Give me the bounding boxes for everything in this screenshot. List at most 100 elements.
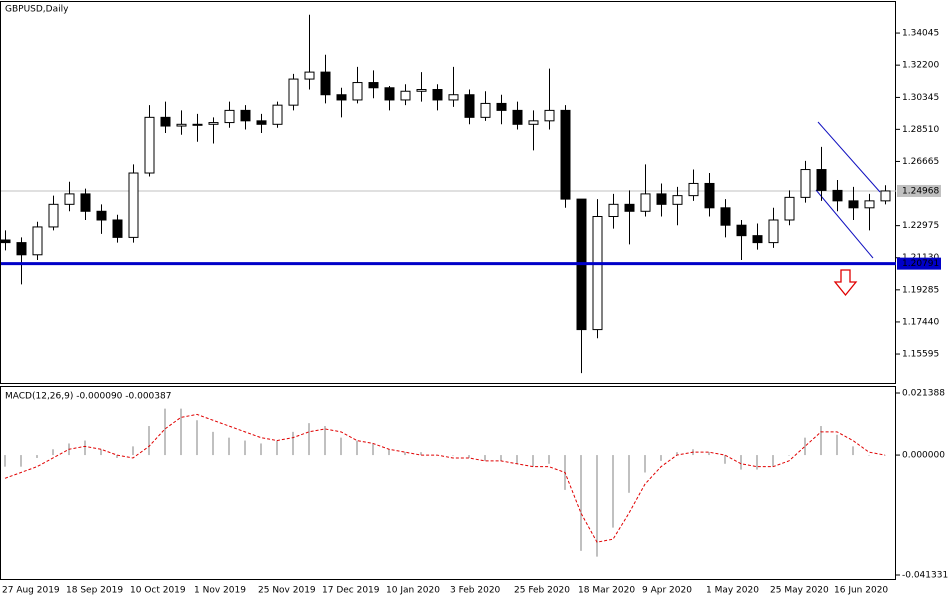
candle-body bbox=[352, 82, 363, 101]
candle-body bbox=[144, 116, 155, 174]
candle-body bbox=[864, 200, 875, 209]
candle-body bbox=[752, 235, 763, 244]
x-tick-label: 25 Feb 2020 bbox=[514, 586, 570, 596]
macd-bar bbox=[84, 440, 86, 456]
candle-body bbox=[240, 109, 251, 122]
candle-body bbox=[208, 122, 219, 125]
macd-bar bbox=[676, 452, 678, 456]
macd-bar bbox=[820, 426, 822, 456]
macd-bar bbox=[452, 455, 454, 456]
macd-bar bbox=[372, 443, 374, 456]
y-tick-label: 1.19285 bbox=[902, 285, 939, 295]
support-label: 1.20791 bbox=[902, 259, 939, 269]
channel-line bbox=[815, 189, 874, 259]
x-tick-label: 9 Apr 2020 bbox=[642, 586, 692, 596]
macd-bar bbox=[804, 437, 806, 456]
macd-bar bbox=[868, 455, 870, 456]
macd-bar bbox=[612, 455, 614, 528]
x-tick-label: 1 Nov 2019 bbox=[194, 586, 246, 596]
candle-body bbox=[368, 82, 379, 89]
candle-body bbox=[528, 120, 539, 125]
candle-body bbox=[112, 219, 123, 238]
candle-body bbox=[880, 190, 891, 202]
chart-title: GBPUSD,Daily bbox=[5, 5, 69, 15]
candle-body bbox=[784, 196, 795, 221]
macd-panel-frame bbox=[0, 386, 896, 580]
macd-bar bbox=[548, 455, 550, 464]
candle-body bbox=[0, 239, 11, 244]
macd-bar bbox=[324, 426, 326, 456]
macd-bar bbox=[356, 440, 358, 456]
candle-body bbox=[432, 89, 443, 101]
macd-bar bbox=[756, 455, 758, 470]
x-tick-label: 27 Aug 2019 bbox=[2, 586, 60, 596]
macd-bar bbox=[516, 455, 518, 464]
candle-body bbox=[496, 102, 507, 111]
macd-bar bbox=[276, 440, 278, 456]
y-tick-label: 1.22975 bbox=[902, 221, 939, 231]
macd-bar bbox=[36, 455, 38, 458]
x-tick-label: 16 Jun 2020 bbox=[834, 586, 888, 596]
macd-bar bbox=[340, 437, 342, 456]
macd-bar bbox=[100, 449, 102, 456]
macd-bar bbox=[628, 455, 630, 493]
macd-bar bbox=[308, 423, 310, 456]
candle-body bbox=[592, 216, 603, 331]
current-price-label: 1.24968 bbox=[902, 186, 939, 196]
x-tick-label: 10 Oct 2019 bbox=[130, 586, 186, 596]
candle-body bbox=[704, 182, 715, 209]
candle-body bbox=[32, 226, 43, 256]
macd-bar bbox=[180, 408, 182, 456]
y-tick-label: 1.32200 bbox=[902, 61, 939, 71]
macd-bar bbox=[740, 455, 742, 470]
y-tick-label: 1.28510 bbox=[902, 125, 939, 135]
candle-body bbox=[464, 94, 475, 118]
macd-bar bbox=[4, 455, 6, 467]
macd-bar bbox=[212, 431, 214, 456]
candle-body bbox=[48, 203, 59, 228]
candle-body bbox=[480, 102, 491, 118]
candle-body bbox=[848, 200, 859, 209]
y-tick-label: -0.041331 bbox=[902, 571, 948, 581]
support-box bbox=[897, 257, 941, 270]
candle-body bbox=[80, 193, 91, 212]
candle-body bbox=[608, 203, 619, 218]
candle-body bbox=[272, 104, 283, 125]
candle-body bbox=[656, 193, 667, 205]
macd-bar bbox=[20, 455, 22, 467]
x-tick-label: 17 Dec 2019 bbox=[322, 586, 380, 596]
candle-body bbox=[128, 172, 139, 238]
candle-body bbox=[832, 189, 843, 202]
candle-body bbox=[816, 169, 827, 191]
macd-bar bbox=[132, 446, 134, 456]
candle-body bbox=[720, 207, 731, 226]
signal-line bbox=[4, 413, 886, 543]
candle-body bbox=[624, 203, 635, 212]
candle-body bbox=[800, 169, 811, 198]
candle-body bbox=[176, 123, 187, 127]
candle-body bbox=[400, 90, 411, 101]
y-tick-label: 0.021388 bbox=[902, 388, 945, 398]
macd-bar bbox=[484, 455, 486, 461]
macd-bar bbox=[852, 446, 854, 456]
macd-bar bbox=[244, 440, 246, 456]
macd-title: MACD(12,26,9) -0.000090 -0.000387 bbox=[5, 392, 171, 402]
candle-body bbox=[96, 210, 107, 221]
candle-body bbox=[64, 193, 75, 205]
macd-bar bbox=[388, 449, 390, 456]
candle-body bbox=[640, 193, 651, 212]
candle-body bbox=[736, 224, 747, 237]
candle-body bbox=[160, 116, 171, 127]
candle-body bbox=[768, 219, 779, 244]
candle-body bbox=[336, 94, 347, 101]
macd-bar bbox=[788, 455, 790, 456]
candle-body bbox=[688, 182, 699, 197]
down-arrow bbox=[833, 269, 858, 297]
candle-body bbox=[224, 109, 235, 124]
macd-bar bbox=[644, 455, 646, 473]
candle-body bbox=[512, 109, 523, 125]
candle-body bbox=[304, 71, 315, 80]
macd-bar bbox=[836, 434, 838, 456]
